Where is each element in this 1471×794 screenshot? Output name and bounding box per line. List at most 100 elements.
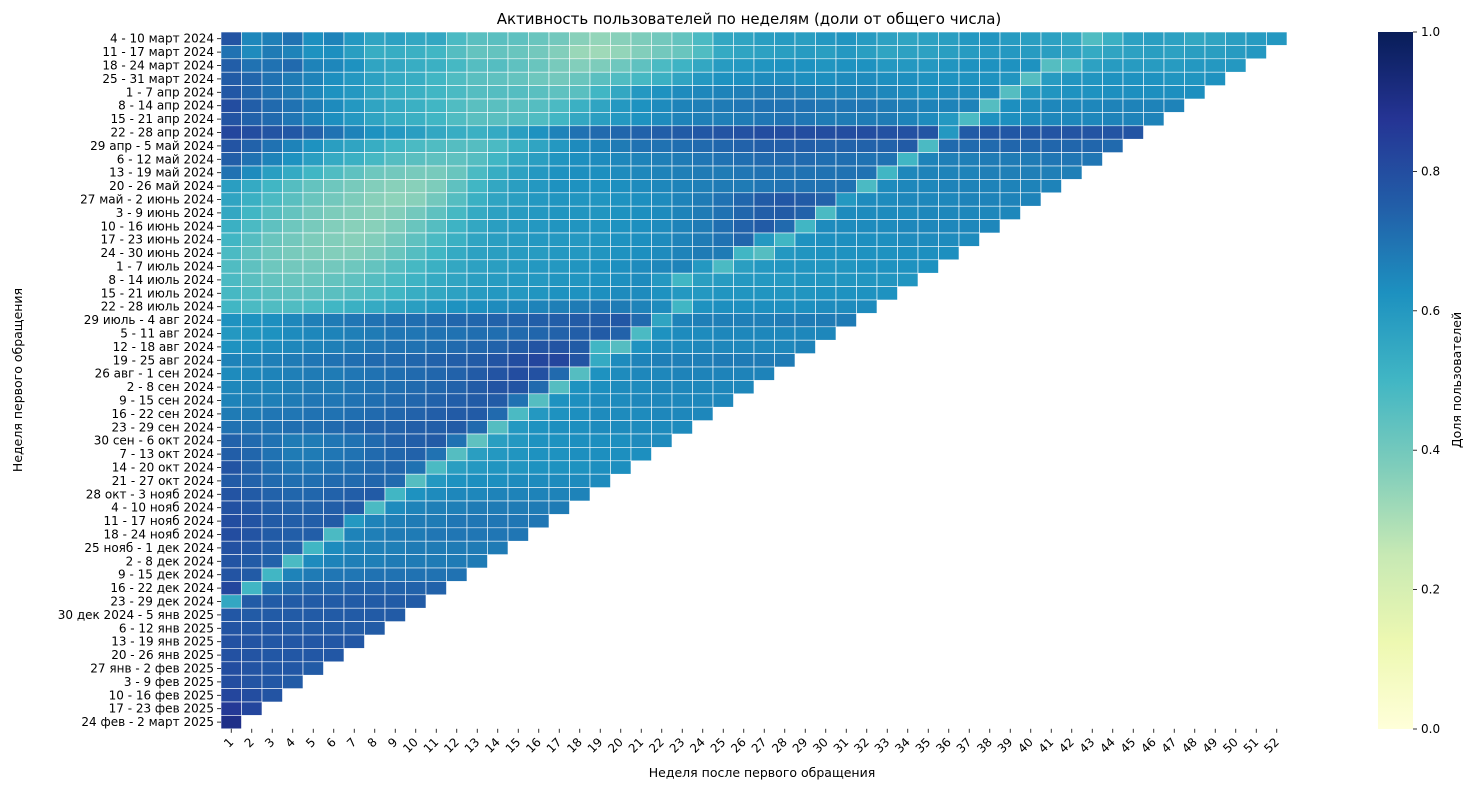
heatmap-cell: [425, 366, 447, 381]
heatmap-cell: [446, 460, 468, 475]
heatmap-cell: [712, 31, 734, 46]
x-tick-label: 28: [769, 735, 790, 756]
heatmap-cell: [548, 433, 570, 448]
heatmap-cell: [425, 246, 447, 261]
heatmap-cell: [897, 192, 919, 207]
heatmap-cell: [446, 433, 468, 448]
heatmap-cell: [917, 71, 939, 86]
heatmap-cell: [343, 380, 365, 395]
heatmap-cell: [917, 205, 939, 220]
x-tick-label: 44: [1097, 735, 1118, 756]
heatmap-cell: [774, 165, 796, 180]
y-tick-label: 30 сен - 6 окт 2024: [94, 434, 214, 448]
heatmap-cell: [999, 45, 1021, 60]
heatmap-cell: [651, 380, 673, 395]
heatmap-cell: [384, 138, 406, 153]
heatmap-cell: [466, 433, 488, 448]
heatmap-cell: [548, 299, 570, 314]
heatmap-cell: [405, 527, 427, 542]
heatmap-cell: [999, 31, 1021, 46]
heatmap-cell: [302, 366, 324, 381]
heatmap-cell: [999, 165, 1021, 180]
heatmap-cell: [692, 380, 714, 395]
heatmap-cell: [282, 125, 304, 140]
heatmap-cell: [487, 286, 509, 301]
heatmap-cell: [856, 192, 878, 207]
heatmap-cell: [241, 567, 263, 582]
heatmap-cell: [815, 246, 837, 261]
heatmap-cell: [323, 112, 345, 127]
heatmap-cell: [917, 125, 939, 140]
heatmap-cell: [712, 58, 734, 73]
heatmap-cell: [1143, 85, 1165, 100]
heatmap-cell: [282, 594, 304, 609]
heatmap-cell: [405, 71, 427, 86]
y-tick-label: 4 - 10 нояб 2024: [111, 501, 214, 515]
heatmap-cell: [343, 433, 365, 448]
heatmap-cell: [1163, 31, 1185, 46]
heatmap-cell: [712, 353, 734, 368]
heatmap-cell: [1061, 31, 1083, 46]
heatmap-cell: [835, 45, 857, 60]
heatmap-cell: [323, 232, 345, 247]
heatmap-cell: [220, 701, 242, 716]
heatmap-cell: [425, 45, 447, 60]
heatmap-cell: [1204, 58, 1226, 73]
y-tick-label: 29 июль - 4 авг 2024: [84, 313, 214, 327]
heatmap-cell: [241, 192, 263, 207]
heatmap-cell: [774, 299, 796, 314]
x-tick-label: 17: [544, 735, 565, 756]
heatmap-cell: [569, 299, 591, 314]
heatmap-cell: [241, 326, 263, 341]
heatmap-cell: [425, 232, 447, 247]
heatmap-cell: [774, 272, 796, 287]
heatmap-cell: [343, 246, 365, 261]
heatmap-cell: [589, 125, 611, 140]
heatmap-cell: [794, 112, 816, 127]
heatmap-cell: [466, 514, 488, 529]
heatmap-cell: [405, 138, 427, 153]
heatmap-cell: [241, 205, 263, 220]
heatmap-cell: [466, 125, 488, 140]
heatmap-cell: [487, 165, 509, 180]
heatmap-cell: [733, 152, 755, 167]
heatmap-cell: [364, 152, 386, 167]
heatmap-cell: [343, 607, 365, 622]
heatmap-cell: [282, 232, 304, 247]
heatmap-cell: [712, 219, 734, 234]
heatmap-cell: [425, 192, 447, 207]
heatmap-cell: [466, 353, 488, 368]
heatmap-cell: [323, 634, 345, 649]
heatmap-cell: [856, 125, 878, 140]
heatmap-cell: [323, 380, 345, 395]
heatmap-cell: [794, 152, 816, 167]
heatmap-cell: [712, 192, 734, 207]
heatmap-cell: [1061, 45, 1083, 60]
heatmap-cell: [876, 98, 898, 113]
heatmap-cell: [241, 406, 263, 421]
heatmap-cell: [733, 326, 755, 341]
heatmap-cell: [671, 313, 693, 328]
heatmap-cell: [610, 45, 632, 60]
heatmap-cell: [323, 326, 345, 341]
heatmap-cell: [323, 71, 345, 86]
heatmap-cell: [405, 259, 427, 274]
heatmap-cell: [979, 112, 1001, 127]
heatmap-cell: [815, 192, 837, 207]
heatmap-cell: [733, 246, 755, 261]
heatmap-cell: [712, 112, 734, 127]
heatmap-cell: [323, 152, 345, 167]
heatmap-cell: [220, 406, 242, 421]
heatmap-cell: [487, 205, 509, 220]
heatmap-cell: [405, 487, 427, 502]
heatmap-cell: [507, 259, 529, 274]
heatmap-cell: [979, 138, 1001, 153]
heatmap-cell: [364, 621, 386, 636]
heatmap-cell: [671, 71, 693, 86]
heatmap-cell: [425, 313, 447, 328]
heatmap-cell: [548, 447, 570, 462]
heatmap-cell: [794, 31, 816, 46]
heatmap-cell: [343, 487, 365, 502]
heatmap-cell: [364, 219, 386, 234]
heatmap-cell: [487, 299, 509, 314]
